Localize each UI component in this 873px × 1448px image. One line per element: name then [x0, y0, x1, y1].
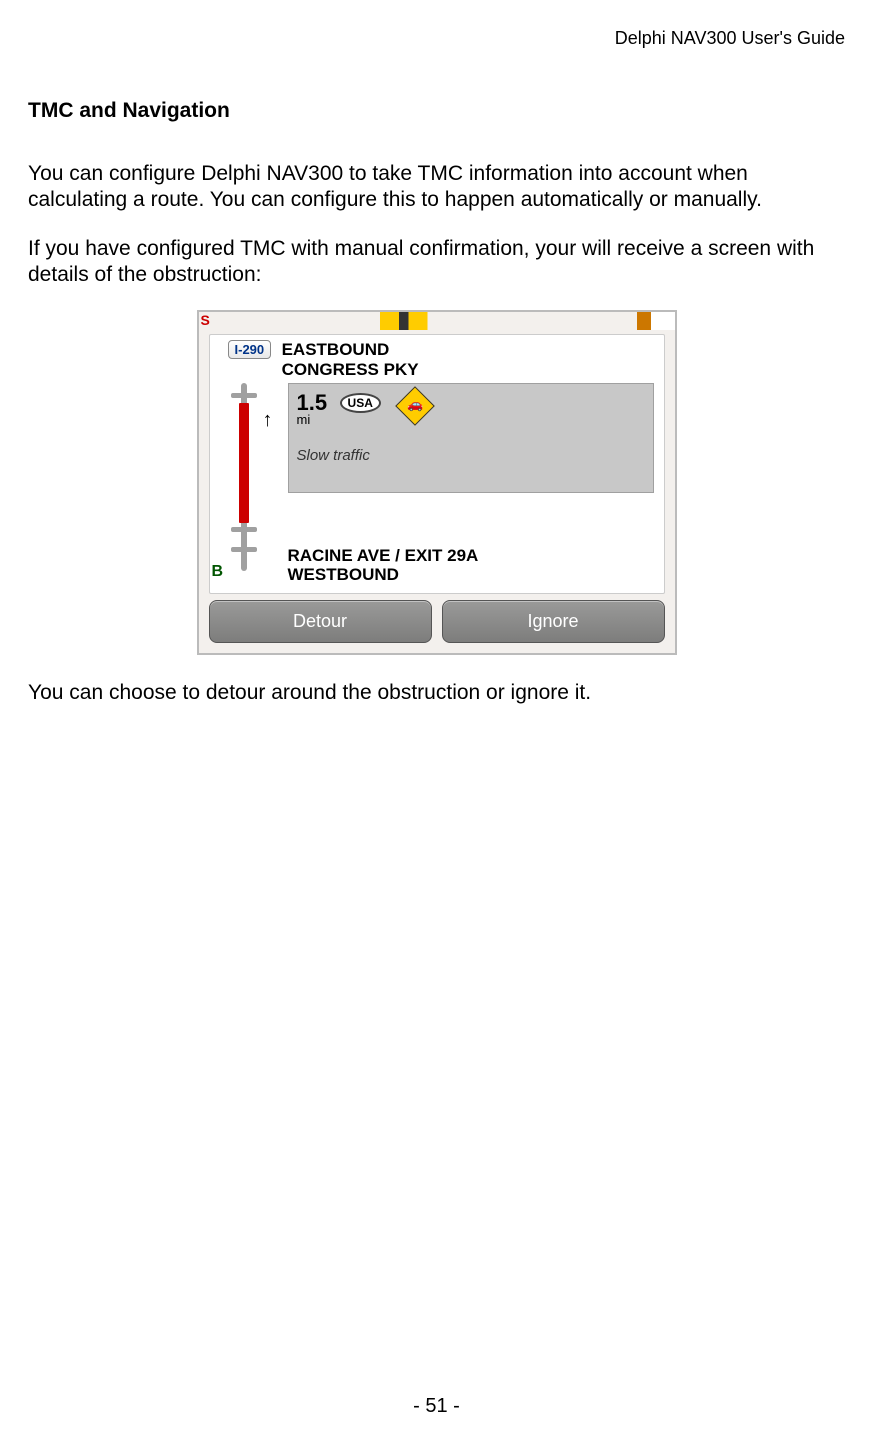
distance-wrap: 1.5 mi — [297, 390, 328, 427]
direction-westbound: WESTBOUND — [288, 565, 479, 585]
road-congress: CONGRESS PKY — [282, 360, 419, 380]
detour-button[interactable]: Detour — [209, 600, 432, 643]
edge-marker-b: B — [212, 563, 224, 581]
red-traffic-segment — [239, 403, 249, 523]
traffic-condition: Slow traffic — [297, 447, 645, 464]
header-row: I-290 EASTBOUND CONGRESS PKY — [228, 340, 656, 379]
paragraph-2: If you have configured TMC with manual c… — [28, 236, 845, 289]
warning-sign-icon: 🚗 — [396, 386, 436, 426]
direction-eastbound: EASTBOUND — [282, 340, 419, 360]
screenshot-container: S B I-290 EASTBOUND CONGRESS PKY ↑ — [28, 310, 845, 655]
tick-mid — [231, 527, 257, 532]
tick-bottom — [231, 547, 257, 552]
paragraph-1: You can configure Delphi NAV300 to take … — [28, 161, 845, 214]
top-sign-strip: S — [199, 312, 675, 330]
tmc-screenshot: S B I-290 EASTBOUND CONGRESS PKY ↑ — [197, 310, 677, 655]
distance-row: 1.5 mi USA 🚗 — [297, 390, 645, 427]
route-indicator: ↑ — [233, 345, 281, 581]
bottom-direction-block: RACINE AVE / EXIT 29A WESTBOUND — [288, 546, 479, 585]
exit-label: RACINE AVE / EXIT 29A — [288, 546, 479, 566]
info-panel: B I-290 EASTBOUND CONGRESS PKY ↑ — [209, 334, 665, 594]
header-guide-title: Delphi NAV300 User's Guide — [28, 28, 845, 49]
ignore-button[interactable]: Ignore — [442, 600, 665, 643]
paragraph-3: You can choose to detour around the obst… — [28, 680, 845, 706]
top-direction-block: EASTBOUND CONGRESS PKY — [282, 340, 419, 379]
button-row: Detour Ignore — [199, 600, 675, 653]
edge-marker-s: S — [201, 312, 210, 328]
traffic-detail-block: 1.5 mi USA 🚗 Slow traffic — [288, 383, 654, 493]
country-badge: USA — [340, 393, 381, 413]
arrow-up-icon: ↑ — [263, 409, 273, 432]
page-footer: - 51 - — [0, 1395, 873, 1418]
section-title: TMC and Navigation — [28, 99, 845, 123]
tick-top — [231, 393, 257, 398]
